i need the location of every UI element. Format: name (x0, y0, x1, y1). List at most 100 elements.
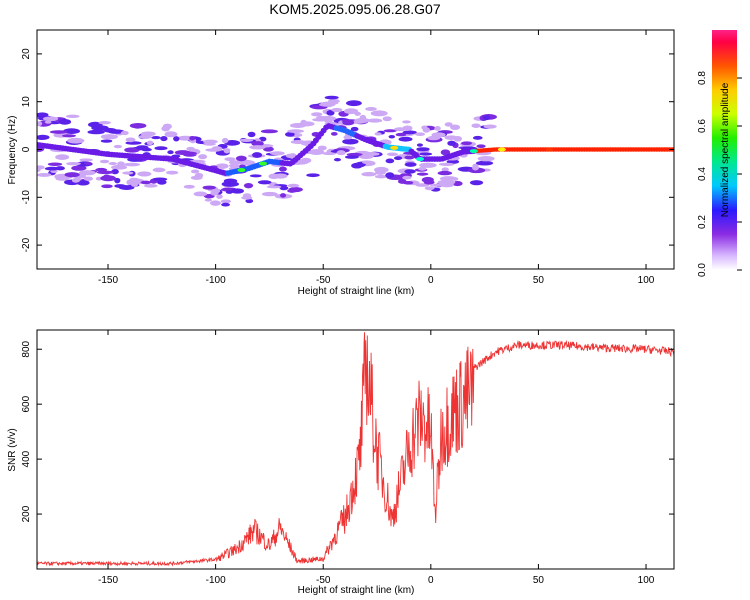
spectrogram-blob (482, 115, 491, 121)
spectrogram-blob (344, 155, 359, 159)
spectrogram-blob (477, 155, 495, 162)
spectrogram-blob (472, 165, 479, 171)
spectrogram-blob (245, 198, 254, 204)
spectrogram-blob (215, 163, 229, 169)
spectrogram-blob (350, 126, 359, 132)
snr-marks (37, 332, 674, 567)
spectrogram-blob (310, 112, 323, 117)
spectrogram-blob (280, 193, 287, 198)
spectrogram-blob (204, 198, 212, 202)
spectrogram-blob (210, 191, 219, 196)
spectrogram-highlight (469, 149, 478, 154)
spectrogram-blob (221, 137, 229, 144)
spectrogram-blob (66, 161, 81, 166)
spectrogram-blob (471, 123, 481, 128)
spectrogram-blob (326, 110, 335, 116)
spectrogram-blob (345, 100, 362, 107)
spectrogram-blob (343, 135, 353, 140)
spectrogram-blob (64, 172, 80, 178)
spectrogram-blob (211, 146, 223, 152)
spectrogram-blob (58, 118, 72, 125)
y-tick-label: 200 (21, 505, 32, 522)
spectrogram-blob (415, 183, 430, 187)
spectrogram-blob (114, 177, 121, 184)
spectrogram-blob (173, 136, 180, 142)
spectrogram-blob (108, 162, 118, 166)
spectrogram-blob (354, 111, 361, 116)
spectrogram-blob (375, 169, 386, 175)
spectrogram-blob (440, 149, 451, 156)
spectrogram-ylabel: Frequency (Hz) (7, 116, 18, 185)
spectrogram-blob (167, 150, 174, 155)
spectrogram-blob (100, 139, 113, 143)
y-tick-label: 20 (21, 48, 32, 60)
x-tick-label: 100 (638, 275, 655, 286)
spectrogram-blob (434, 126, 441, 131)
spectrogram-blob (270, 151, 285, 156)
spectrogram-blob (221, 202, 230, 207)
colorbar-tick-label: 0.6 (697, 119, 708, 133)
spectrogram-blob (393, 127, 407, 132)
spectrogram-blob (421, 125, 428, 130)
snr-frame (36, 329, 675, 570)
spectrogram-blob (37, 121, 43, 127)
spectrogram-blob (183, 184, 195, 189)
spectrogram-blob (382, 116, 392, 122)
spectrogram-blob (402, 175, 412, 180)
spectrogram-highlight (416, 157, 425, 162)
spectrogram-blob (444, 122, 453, 127)
spectrogram-blob (37, 112, 49, 118)
spectrogram-blob (156, 179, 167, 185)
spectrogram-blob (284, 131, 295, 137)
spectrogram-blob (103, 127, 117, 133)
spectrogram-blob (42, 116, 59, 122)
spectrogram-blob (144, 183, 158, 188)
spectrogram-blob (317, 145, 327, 151)
spectrogram-blob (441, 167, 449, 172)
spectrogram-blob (67, 137, 85, 144)
spectrogram-blob (71, 165, 87, 171)
spectrogram-highlight (237, 168, 246, 173)
spectrogram-blob (117, 161, 125, 167)
spectrogram-blob (287, 189, 297, 193)
spectrogram-blob (306, 173, 320, 178)
spectrogram-blob (364, 152, 380, 156)
spectrogram-highlight (497, 147, 506, 152)
spectrogram-blob (361, 171, 377, 177)
x-tick-label: -50 (316, 575, 331, 586)
spectrogram-blob (333, 158, 341, 162)
spectrogram-blob (220, 199, 232, 204)
spectrogram-blob (452, 177, 459, 181)
spectrogram-blob (424, 186, 435, 191)
spectrogram-blobs (37, 95, 674, 207)
y-tick-label: -20 (21, 237, 32, 252)
spectrogram-blob (225, 190, 233, 194)
spectrogram-blob (438, 162, 455, 166)
spectrogram-blob (423, 180, 435, 185)
spectrogram-blob (404, 162, 417, 167)
spectrogram-blob (483, 124, 497, 129)
y-tick-label: -10 (21, 190, 32, 205)
spectrogram-blob (114, 184, 126, 188)
spectrogram-blob (37, 134, 50, 140)
spectrogram-blob (44, 120, 52, 124)
spectrogram-blob (241, 195, 253, 200)
spectrogram-blob (152, 177, 168, 181)
spectrogram-blob (228, 160, 242, 165)
spectrogram-blob (362, 160, 371, 165)
spectrogram-blob (318, 102, 336, 107)
spectrogram-blob (354, 117, 370, 124)
spectrogram-blob (164, 131, 178, 138)
spectrogram-blob (402, 120, 411, 124)
spectrogram-blob (37, 172, 52, 177)
spectrogram-blob (152, 167, 166, 173)
x-tick-label: -150 (98, 575, 118, 586)
spectrogram-blob (414, 132, 426, 137)
spectrogram-blob (404, 155, 415, 160)
snr-xlabel: Height of straight line (km) (298, 585, 415, 596)
spectrogram-blob (324, 95, 339, 100)
spectrogram-blob (342, 119, 355, 126)
spectrogram-blob (247, 131, 256, 138)
spectrogram-blob (140, 131, 156, 137)
